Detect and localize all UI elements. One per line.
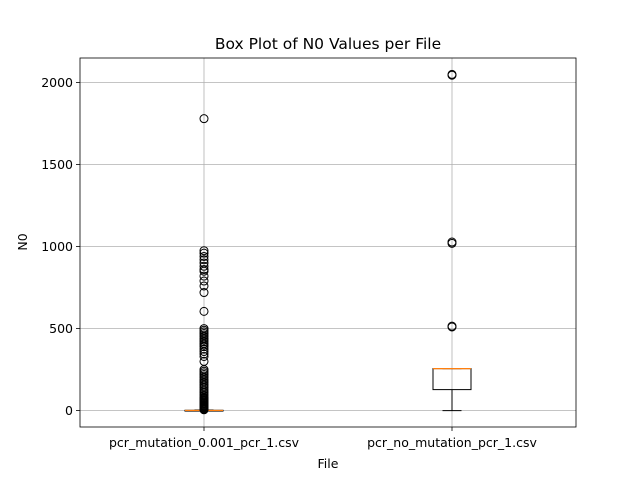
outlier-point [199,114,209,124]
outlier-point [447,237,457,247]
box-group [184,114,224,415]
y-tick-label: 1000 [41,239,73,254]
grid-lines [80,58,576,427]
y-tick-label: 2000 [41,75,73,90]
box-group [432,69,472,412]
outlier-point [199,246,209,256]
x-axis-ticks: pcr_mutation_0.001_pcr_1.csv pcr_no_mutat… [109,427,537,450]
outlier-point [199,265,209,275]
x-tick-label: pcr_mutation_0.001_pcr_1.csv [109,435,300,450]
y-tick-label: 0 [65,403,73,418]
outlier-point [199,356,209,366]
outlier-point [447,321,457,331]
outlier-point [199,324,209,334]
outlier-point [199,255,209,265]
chart-title: Box Plot of N0 Values per File [215,35,441,53]
x-tick-label: pcr_no_mutation_pcr_1.csv [367,435,537,450]
x-axis-label: File [318,456,339,471]
boxes-layer [184,69,472,415]
outlier-point [199,281,209,291]
outlier-point [199,276,209,286]
outlier-point [199,344,209,354]
outlier-point [199,248,209,258]
plot-frame [79,57,577,428]
outlier-point [199,288,209,298]
outlier-point [199,349,209,359]
outlier-point [199,251,209,261]
outlier-point [447,69,457,79]
y-axis-ticks: 0 500 1000 1500 2000 [41,75,80,418]
outlier-point [199,271,209,281]
outlier-point [199,258,209,268]
y-tick-label: 1500 [41,157,73,172]
outlier-point [199,351,209,361]
outlier-point [199,261,209,271]
outlier-point [199,306,209,316]
y-axis-label: N0 [15,233,30,250]
y-tick-label: 500 [49,321,73,336]
